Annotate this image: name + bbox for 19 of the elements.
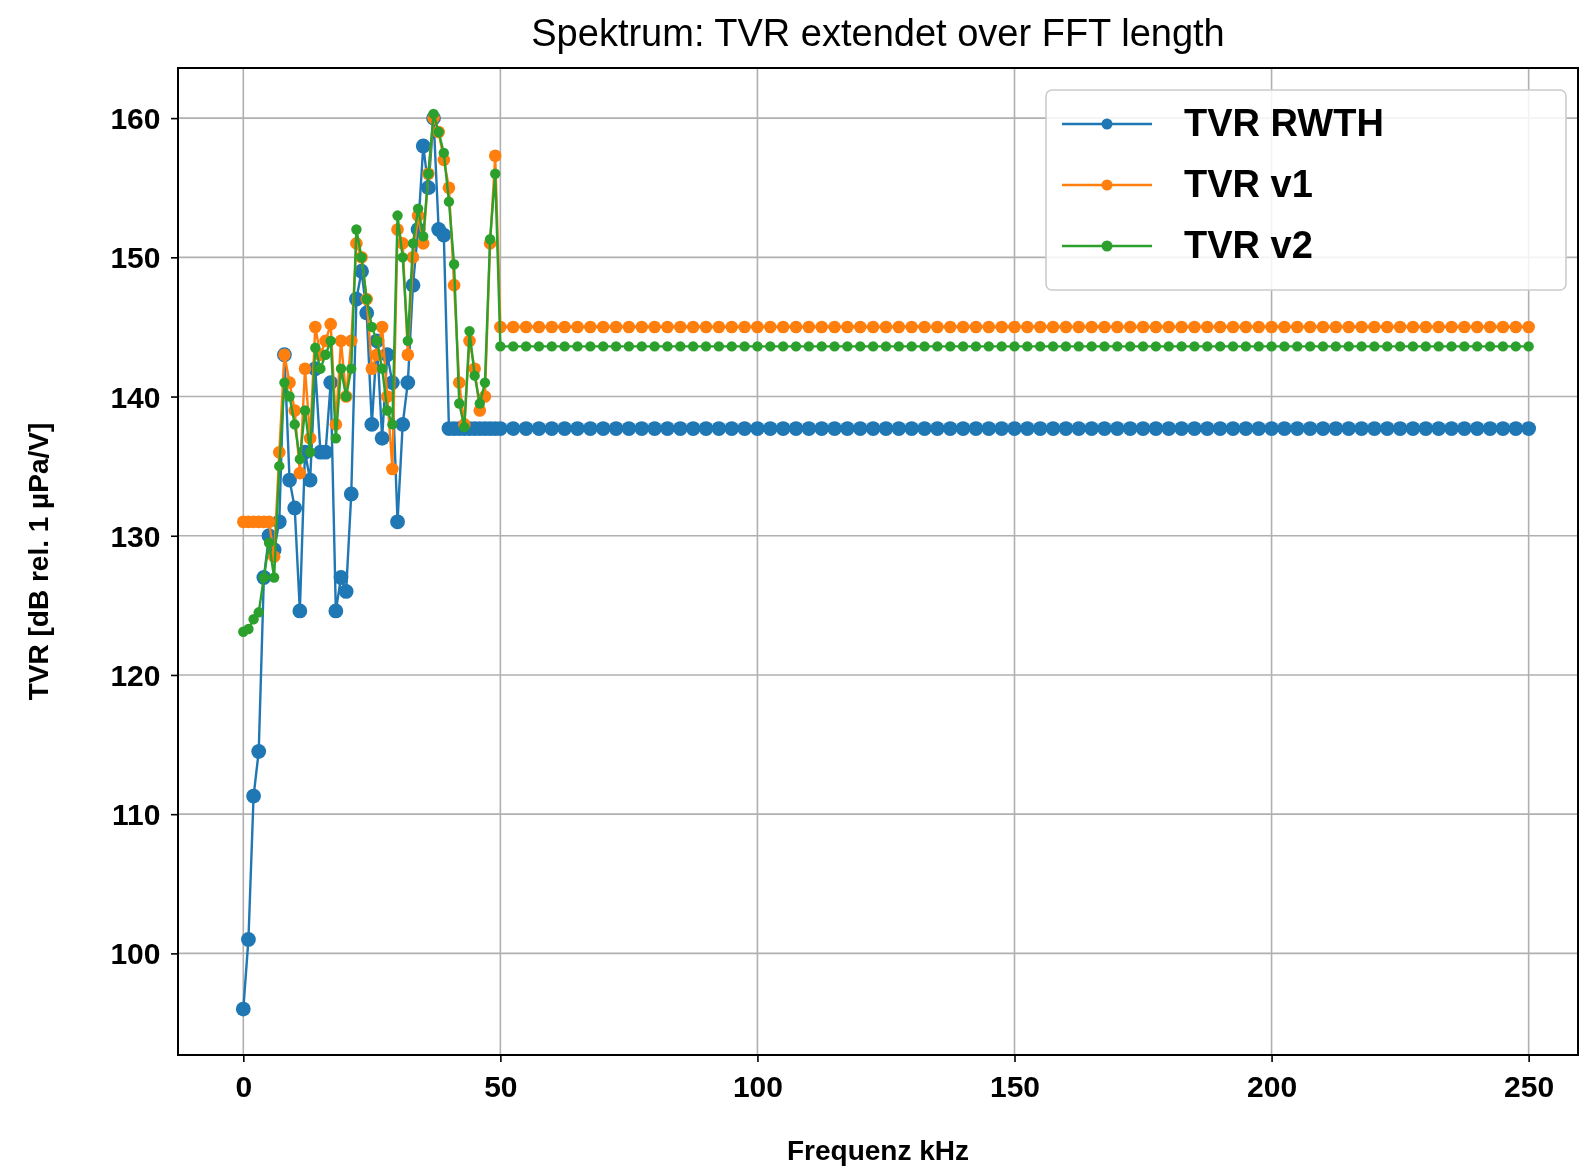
y-tick-label: 120 — [110, 658, 161, 692]
legend-label: TVR v2 — [1184, 224, 1313, 266]
x-tick-label: 150 — [989, 1069, 1041, 1103]
y-tick-label: 150 — [110, 241, 161, 275]
y-tick-label: 140 — [110, 380, 161, 414]
y-tick-label: 100 — [110, 937, 161, 971]
x-tick-label: 0 — [235, 1069, 253, 1103]
x-tick-label: 50 — [484, 1069, 518, 1103]
legend-label: TVR v1 — [1184, 163, 1313, 205]
legend-label: TVR RWTH — [1184, 102, 1384, 144]
chart-title: Spektrum: TVR extendet over FFT length — [531, 12, 1225, 54]
x-tick-label: 200 — [1247, 1069, 1298, 1103]
y-axis-title: TVR [dB rel. 1 µPa/V] — [23, 422, 54, 701]
y-tick-label: 160 — [110, 102, 161, 136]
x-axis-title: Frequenz kHz — [786, 1135, 970, 1166]
y-tick-label: 110 — [112, 798, 161, 832]
x-tick-label: 250 — [1504, 1069, 1555, 1103]
x-tick-label: 100 — [732, 1069, 783, 1103]
y-tick-label: 130 — [110, 519, 161, 553]
